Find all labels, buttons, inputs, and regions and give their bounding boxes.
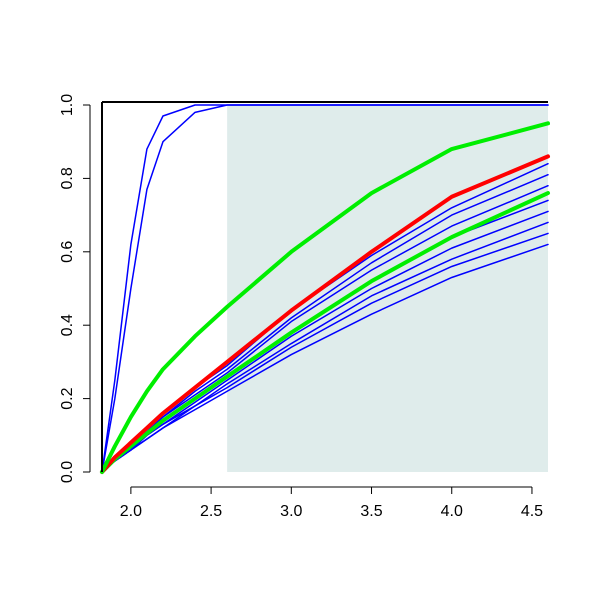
series-line bbox=[100, 154, 550, 474]
x-tick-label: 2.5 bbox=[200, 503, 222, 520]
x-tick-label: 3.5 bbox=[360, 503, 382, 520]
series-line bbox=[100, 191, 550, 474]
x-tick-label: 4.5 bbox=[521, 503, 543, 520]
x-tick-label: 3.0 bbox=[280, 503, 302, 520]
y-tick-label: 1.0 bbox=[59, 94, 76, 116]
series-line bbox=[100, 121, 550, 474]
y-tick-label: 0.6 bbox=[59, 241, 76, 263]
y-tick-label: 0.8 bbox=[59, 167, 76, 189]
x-tick-label: 2.0 bbox=[120, 503, 142, 520]
x-tick-label: 4.0 bbox=[441, 503, 463, 520]
series-line bbox=[101, 243, 549, 473]
series-line bbox=[101, 104, 549, 473]
y-tick-label: 0.2 bbox=[59, 387, 76, 409]
y-tick-label: 0.4 bbox=[59, 314, 76, 336]
y-tick-label: 0.0 bbox=[59, 461, 76, 483]
